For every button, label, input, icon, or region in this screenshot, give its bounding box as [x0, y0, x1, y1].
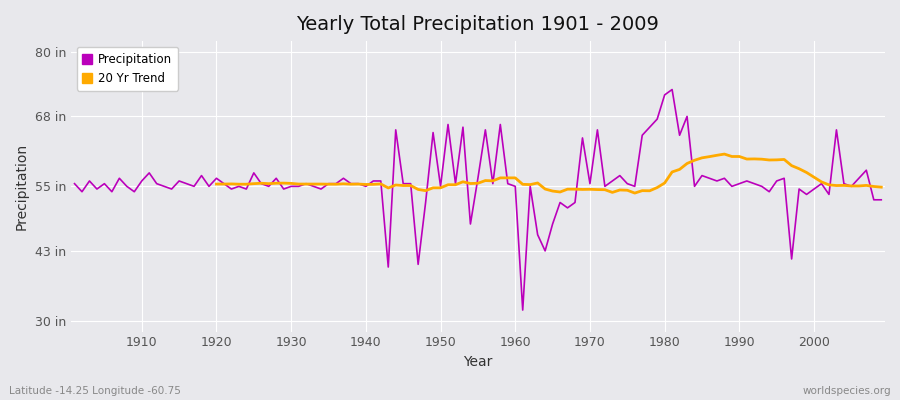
Title: Yearly Total Precipitation 1901 - 2009: Yearly Total Precipitation 1901 - 2009: [296, 15, 660, 34]
Y-axis label: Precipitation: Precipitation: [15, 143, 29, 230]
X-axis label: Year: Year: [464, 355, 492, 369]
Legend: Precipitation, 20 Yr Trend: Precipitation, 20 Yr Trend: [76, 47, 178, 91]
Text: worldspecies.org: worldspecies.org: [803, 386, 891, 396]
Text: Latitude -14.25 Longitude -60.75: Latitude -14.25 Longitude -60.75: [9, 386, 181, 396]
